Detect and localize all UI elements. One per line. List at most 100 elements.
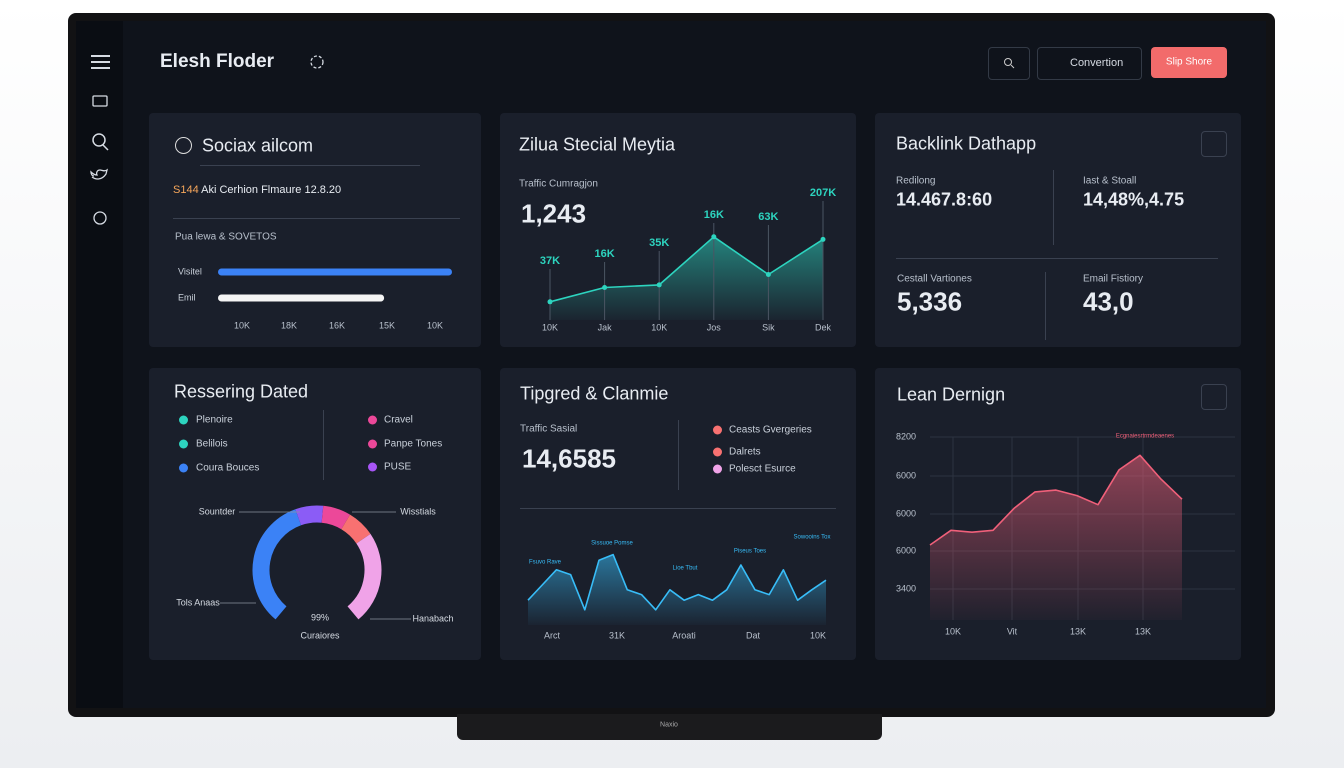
button-label: Convertion (1070, 57, 1124, 69)
kpi-label: Traffic Sasial (520, 423, 578, 435)
annotation: Lioe Tbut (673, 566, 698, 572)
divider (1045, 272, 1046, 340)
search-glyph (1004, 58, 1015, 69)
search-button[interactable] (988, 47, 1030, 80)
stat-label: Email Fistiory (1083, 273, 1144, 285)
annotation: Sowooins Tox (794, 535, 831, 541)
area-fill (930, 455, 1182, 620)
line (549, 236, 824, 303)
x-tick-label: Jos (707, 322, 722, 332)
kpi-value: 1,243 (521, 198, 587, 229)
gauge-label: Wisstials (400, 506, 436, 516)
stat-value: 43,0 (1083, 286, 1134, 317)
legend-swatch (713, 425, 722, 435)
annotation: 16K (704, 209, 724, 221)
gauge-label: Sountder (199, 506, 236, 516)
annotation: Fsuvo Rave (529, 560, 562, 566)
point (820, 236, 826, 242)
annotation: Sissuoe Pomse (591, 541, 633, 547)
x-tick-label: 10K (542, 322, 558, 332)
gauge-caption: Curaiores (300, 630, 340, 640)
y-tick-label: 3400 (896, 583, 916, 593)
x-tick-label: Arct (544, 630, 561, 640)
legend-swatch (368, 439, 377, 449)
caption: Pua lewa & SOVETOS (175, 231, 277, 243)
gauge-segment (347, 533, 382, 620)
bar (218, 294, 385, 302)
annotation: 63K (758, 211, 778, 223)
x-tick-label: 10K (810, 630, 826, 640)
y-tick-label: 6000 (896, 470, 916, 480)
gear-icon[interactable] (310, 55, 324, 69)
x-tick-label: 10K (234, 320, 250, 330)
divider (520, 508, 836, 509)
legend-label: Belilois (196, 438, 228, 450)
settings-icon[interactable] (93, 211, 107, 225)
button-label: Slip Shore (1165, 56, 1213, 68)
gauge-segment (340, 514, 371, 544)
stat-value: 14,48%,4.75 (1083, 189, 1185, 210)
panel-menu[interactable] (1201, 384, 1227, 410)
kpi-value: 14,6585 (522, 443, 616, 474)
panel-icon (175, 137, 192, 154)
gauge-value: 99% (311, 612, 329, 622)
stat-label: Redilong (896, 175, 936, 187)
legend-swatch (713, 464, 722, 474)
x-tick-label: 10K (651, 322, 667, 332)
x-tick-label: Aroati (672, 630, 696, 640)
legend-label: Panpe Tones (384, 438, 443, 450)
panel-title: Ressering Dated (174, 381, 309, 402)
point (765, 272, 771, 277)
panel-title: Zilua Stecial Meytia (519, 134, 676, 155)
annotation: 207K (810, 187, 836, 199)
tv-stand: Naxio (457, 714, 882, 740)
area-fill (528, 554, 826, 625)
annotation: Ecgnaiesrtrmdeaenes (1116, 434, 1174, 440)
subtitle: S144 Aki Cerhion Flmaure 12.8.20 (173, 184, 341, 196)
primary-button[interactable]: Slip Shore (1151, 47, 1227, 78)
legend-swatch (179, 463, 188, 473)
convert-button[interactable]: Convertion (1037, 47, 1142, 80)
stat-label: Cestall Vartiones (897, 273, 972, 285)
menu-icon[interactable] (91, 55, 110, 69)
brand: Naxio (660, 721, 678, 729)
x-tick-label: 31K (609, 630, 625, 640)
annotation: Piseus Toes (734, 549, 766, 555)
line (527, 553, 827, 611)
search-icon[interactable] (92, 133, 106, 147)
point (656, 282, 662, 288)
x-tick-label: Vit (1007, 626, 1018, 636)
x-tick-label: Sik (762, 322, 775, 332)
annotation: 35K (649, 237, 669, 249)
panel-title: Backlink Dathapp (896, 133, 1037, 154)
stat-value: 5,336 (897, 286, 963, 317)
panel-title: Tipgred & Clanmie (520, 383, 669, 404)
legend-label: Cravel (384, 414, 413, 426)
gauge-label: Hanabach (412, 613, 453, 623)
divider (896, 258, 1218, 259)
divider (200, 165, 420, 166)
panel-menu[interactable] (1201, 131, 1227, 157)
panel-title: Sociax ailcom (202, 135, 314, 156)
gauge-segment (321, 505, 351, 530)
kpi-label: Traffic Cumragjon (519, 178, 598, 190)
x-tick-label: 16K (329, 320, 345, 330)
x-tick-label: 18K (281, 320, 297, 330)
x-tick-label: 10K (945, 626, 961, 636)
area-fill (550, 236, 823, 320)
annotation: 37K (540, 255, 560, 267)
point (547, 299, 553, 305)
monitor-icon[interactable] (92, 95, 108, 107)
legend-label: Coura Bouces (196, 462, 260, 474)
bar-label: Visitel (178, 266, 202, 276)
x-tick-label: Jak (598, 322, 613, 332)
subtitle-text: Aki Cerhion Flmaure 12.8.20 (201, 184, 342, 196)
x-tick-label: Dek (815, 322, 832, 332)
annotation: 16K (595, 248, 615, 260)
legend-swatch (368, 462, 377, 472)
stat-label: Iast & Stoall (1083, 175, 1137, 187)
bird-icon[interactable] (90, 168, 109, 180)
legend-swatch (368, 415, 377, 425)
point (711, 234, 717, 240)
